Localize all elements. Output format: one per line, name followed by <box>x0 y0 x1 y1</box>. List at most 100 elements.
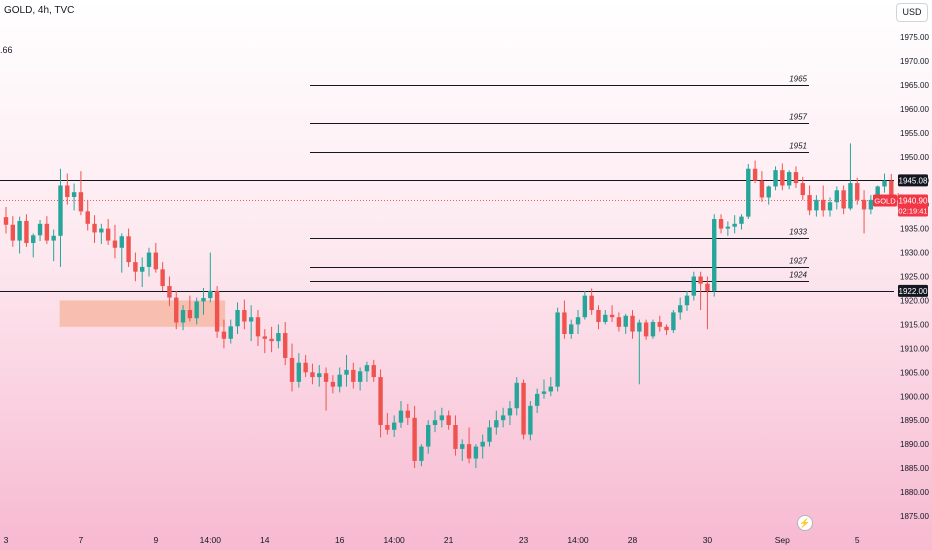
candle-body <box>494 420 499 428</box>
candle <box>364 361 370 382</box>
candle-body <box>426 424 431 447</box>
x-tick-label: 7 <box>79 535 84 545</box>
candle <box>112 224 118 259</box>
candle-body <box>569 324 574 334</box>
candle-body <box>616 317 622 327</box>
candle-body <box>167 286 172 298</box>
candle-body <box>119 236 124 248</box>
candle-body <box>766 186 771 198</box>
candle-body <box>650 322 656 337</box>
y-tick-label: 1975.00 <box>900 33 929 42</box>
y-tick-label: 1915.00 <box>900 320 929 329</box>
level-label-1924: 1924 <box>789 271 807 280</box>
candle <box>51 229 56 262</box>
candle-body <box>153 252 159 270</box>
candle-body <box>480 441 485 447</box>
candle-body <box>671 312 676 331</box>
candle-body <box>398 410 404 423</box>
candle-body <box>562 312 567 334</box>
candle <box>85 199 90 231</box>
candle <box>855 177 860 205</box>
level-label-1933: 1933 <box>789 228 807 237</box>
candle <box>596 305 601 330</box>
lightning-bolt-icon[interactable]: ⚡ <box>797 515 813 531</box>
candle <box>630 310 635 339</box>
candle <box>677 297 683 320</box>
candle-body <box>718 219 724 229</box>
candle <box>419 444 424 467</box>
candle-body <box>691 276 697 296</box>
candle <box>337 367 342 393</box>
y-tick-label: 1970.00 <box>900 57 929 66</box>
candle-body <box>575 317 581 325</box>
candle <box>283 322 288 366</box>
candle-body <box>664 326 669 331</box>
candle-body <box>705 283 710 291</box>
candle <box>391 415 397 437</box>
candle-body <box>371 365 376 378</box>
candle <box>119 233 124 273</box>
x-tick-label: 5 <box>855 535 860 545</box>
candle-body <box>521 382 526 435</box>
candle <box>255 310 261 346</box>
candle <box>194 297 199 325</box>
y-tick-label: 1895.00 <box>900 416 929 425</box>
candle-body <box>473 446 479 459</box>
candle-body <box>289 357 295 382</box>
candle-body <box>364 365 370 372</box>
candle <box>528 401 533 441</box>
candle <box>276 324 281 349</box>
time-axis[interactable]: 3 7 9 14:00 14 16 14:00 21 23 14:00 28 30 Sep 5 <box>4 535 860 545</box>
candle-body <box>780 170 785 186</box>
candle <box>487 420 492 447</box>
candle <box>71 183 77 211</box>
y-tick-label: 1880.00 <box>900 488 929 497</box>
candle-body <box>419 446 424 461</box>
level-label-1951: 1951 <box>789 142 807 151</box>
price-axis[interactable]: 1875.00 1880.00 1885.00 1890.00 1895.00 1900.… <box>900 33 929 521</box>
candle-body <box>344 369 349 375</box>
candle <box>739 214 744 230</box>
y-tick-label: 1960.00 <box>900 105 929 114</box>
y-tick-label: 1900.00 <box>900 392 929 401</box>
candle <box>133 252 138 282</box>
x-tick-label: 21 <box>444 535 454 545</box>
candle-body <box>37 223 43 236</box>
candle-body <box>630 315 635 332</box>
level-tag-1945.08: 1945.08 <box>898 174 928 187</box>
candle-body <box>855 183 860 200</box>
candle <box>766 185 771 205</box>
candle-body <box>24 220 29 243</box>
candle <box>174 290 179 330</box>
candle-body <box>323 373 329 382</box>
candle <box>500 407 506 428</box>
chart-title: GOLD, 4h, TVC <box>4 5 75 16</box>
candle-body <box>208 290 213 299</box>
candle <box>562 300 567 339</box>
candle <box>473 444 479 469</box>
candle-body <box>466 444 472 459</box>
candle <box>58 168 63 267</box>
currency-button[interactable]: USD <box>896 3 928 22</box>
candle-body <box>235 310 240 327</box>
candle <box>589 288 594 315</box>
x-tick-label: 16 <box>335 535 345 545</box>
candle-body <box>412 417 417 461</box>
candle <box>882 173 887 193</box>
candle-body <box>187 310 193 319</box>
candle-body <box>99 228 104 233</box>
candle <box>439 407 445 428</box>
candle <box>92 215 97 243</box>
candle <box>378 369 383 438</box>
candle-body <box>276 333 281 342</box>
y-tick-label: 1935.00 <box>900 225 929 234</box>
y-tick-label: 1890.00 <box>900 440 929 449</box>
candle-body <box>861 199 867 210</box>
candle-body <box>657 322 662 327</box>
candle <box>432 410 438 433</box>
candle-body <box>500 415 506 421</box>
x-tick-label: 30 <box>703 535 713 545</box>
candle <box>555 307 560 392</box>
